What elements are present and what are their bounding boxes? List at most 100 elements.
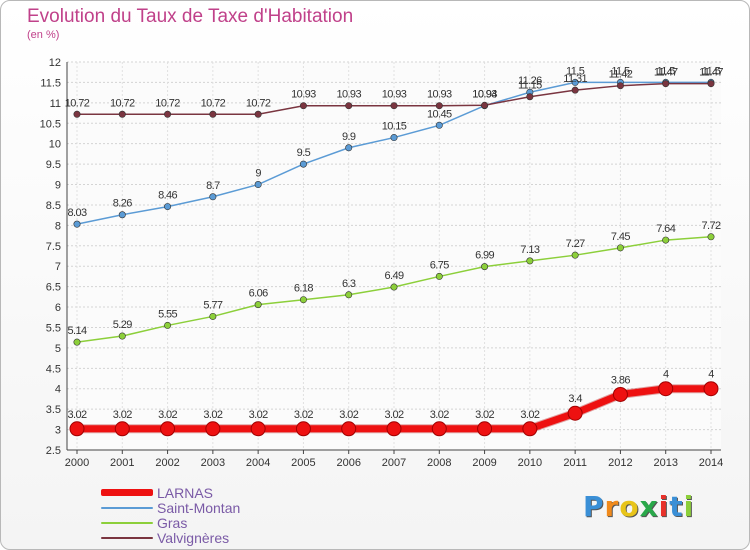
data-label: 11.42: [609, 69, 633, 81]
axes: 2.5 3 3.5 4 4.5 5 5.5 6 6.5 7 7.5 8 8.5 9 9.5 10 10.5 11 1…: [40, 57, 724, 469]
data-label: 5.55: [158, 308, 177, 320]
data-point: [299, 102, 307, 110]
y-tick-label: 8.5: [46, 200, 61, 212]
data-point: [662, 80, 670, 88]
data-point: [295, 421, 311, 437]
data-point: [386, 421, 402, 437]
data-point: [345, 291, 353, 299]
data-label: 11.5: [657, 65, 676, 77]
logo-letter: i: [683, 490, 695, 523]
data-label: 3.86: [611, 374, 630, 386]
legend-label: Gras: [157, 514, 188, 531]
data-point: [160, 421, 176, 437]
data-point: [254, 181, 262, 189]
data-point: [250, 421, 266, 437]
data-label: 8.26: [113, 198, 132, 210]
data-point: [522, 421, 538, 437]
logo-letter: o: [619, 490, 640, 523]
data-label: 10.93: [472, 89, 497, 101]
data-point: [299, 160, 307, 168]
y-tick-label: 5.5: [46, 322, 61, 334]
x-tick-label: 2009: [472, 457, 496, 469]
data-point: [164, 321, 172, 329]
data-label: 10.72: [155, 97, 180, 109]
x-tick-label: 2013: [653, 457, 677, 469]
data-point: [658, 381, 674, 397]
data-point: [164, 110, 172, 118]
data-label: 11.47: [699, 67, 723, 79]
data-point: [707, 233, 715, 241]
data-point: [707, 80, 715, 88]
data-label: 10.45: [427, 108, 452, 120]
data-label: 8.03: [67, 207, 86, 219]
data-label: 6.99: [475, 250, 494, 262]
data-label: 5.29: [113, 319, 132, 331]
data-label: 3.02: [203, 409, 222, 421]
data-label: 11.5: [566, 65, 585, 77]
x-tick-label: 2005: [291, 457, 315, 469]
data-point: [73, 338, 81, 346]
logo-letter: r: [604, 490, 620, 523]
x-tick-label: 2003: [201, 457, 225, 469]
data-label: 8.7: [206, 180, 220, 192]
data-label: 3.02: [67, 409, 86, 421]
data-label: 3.02: [249, 409, 268, 421]
data-label: 9.9: [342, 131, 356, 143]
data-point: [345, 102, 353, 110]
y-tick-label: 10.5: [40, 118, 61, 130]
data-point: [341, 421, 357, 437]
data-label: 3.02: [520, 409, 539, 421]
data-label: 10.72: [201, 97, 226, 109]
data-point: [662, 236, 670, 244]
x-tick-label: 2007: [382, 457, 406, 469]
data-point: [526, 257, 534, 265]
data-label: 7.72: [701, 220, 720, 232]
data-label: 5.14: [67, 325, 86, 337]
data-point: [435, 102, 443, 110]
proxiti-logo: Proxiti: [583, 490, 694, 523]
data-label: 10.72: [110, 97, 135, 109]
data-label: 3.02: [430, 409, 449, 421]
data-point: [209, 312, 217, 320]
data-point: [164, 203, 172, 211]
data-label: 6.18: [294, 283, 313, 295]
data-point: [431, 421, 447, 437]
data-point: [703, 381, 719, 397]
chart-unit-label: (en %): [27, 29, 60, 41]
data-label: 10.72: [246, 97, 271, 109]
data-point: [73, 220, 81, 228]
data-label: 3.4: [568, 393, 582, 405]
data-point: [73, 110, 81, 118]
y-tick-label: 6: [55, 302, 61, 314]
x-tick-label: 2011: [563, 457, 587, 469]
data-point: [114, 421, 130, 437]
data-label: 3.02: [339, 409, 358, 421]
data-point: [571, 78, 579, 86]
data-point: [477, 421, 493, 437]
data-label: 7.45: [611, 231, 630, 243]
data-label: 11.47: [654, 67, 678, 79]
data-point: [118, 211, 126, 219]
data-label: 9: [255, 168, 261, 180]
x-tick-label: 2004: [246, 457, 270, 469]
x-tick-label: 2002: [155, 457, 179, 469]
data-label: 11.31: [563, 73, 587, 85]
data-point: [612, 386, 628, 402]
data-label: 10.93: [427, 89, 452, 101]
y-tick-label: 8: [55, 220, 61, 232]
y-tick-label: 12: [49, 57, 61, 69]
data-point: [118, 110, 126, 118]
data-label: 10.93: [336, 89, 361, 101]
legend-label: Valvignères: [157, 529, 230, 546]
series-lines: [69, 78, 719, 437]
data-label: 11.5: [611, 65, 630, 77]
y-tick-label: 4.5: [46, 363, 61, 375]
data-label: 8.46: [158, 190, 177, 202]
data-label: 7.27: [566, 238, 585, 250]
data-point: [481, 101, 489, 109]
legend-label: LARNAS: [157, 484, 214, 501]
legend: LARNAS Saint-Montan Gras Valvignères: [101, 484, 240, 546]
data-point: [69, 421, 85, 437]
